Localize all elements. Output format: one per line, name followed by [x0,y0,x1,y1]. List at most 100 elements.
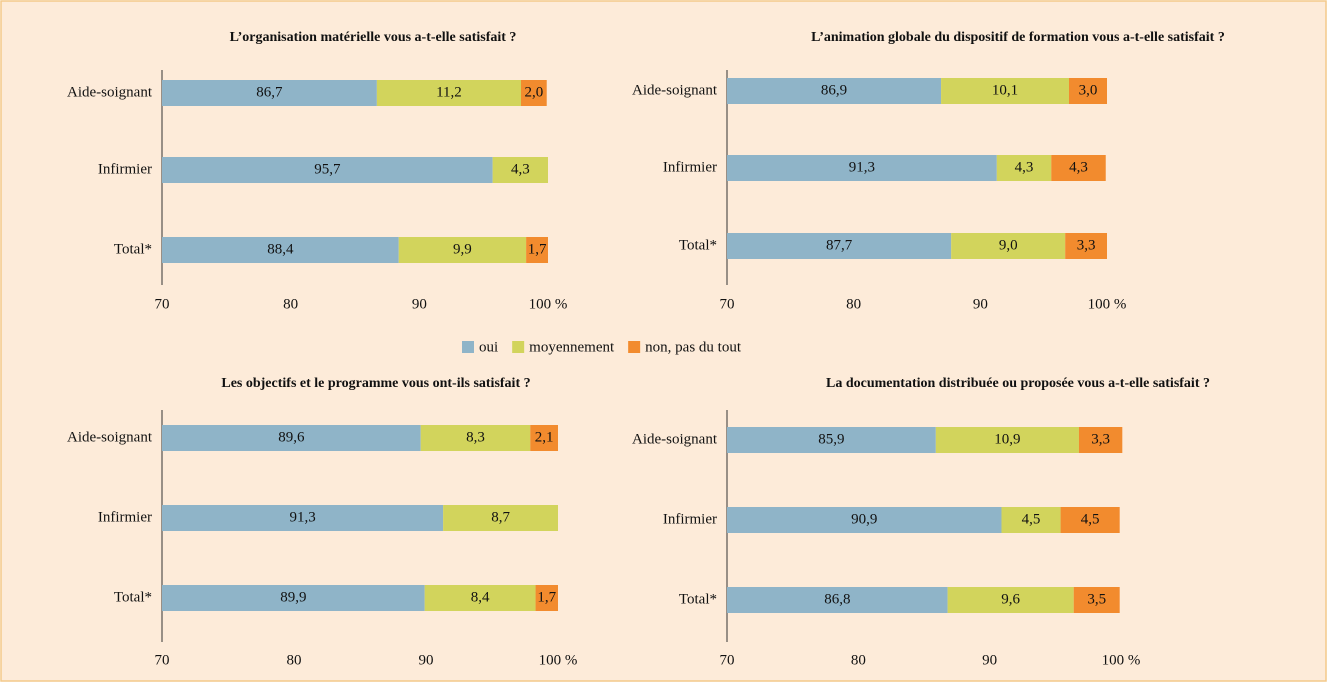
value-label: 87,7 [826,237,853,253]
value-label: 91,3 [289,509,315,525]
value-label: 86,8 [824,591,850,607]
bar-segment [535,585,558,611]
chart-title: L’animation globale du dispositif de for… [811,30,1225,45]
bar-segment [1069,78,1107,104]
value-label: 8,4 [471,589,490,605]
bar-segment [376,80,521,106]
x-tick-label: 90 [973,296,988,312]
y-tick-label: Infirmier [663,159,717,175]
bar-segment [162,80,377,106]
bar-segment [162,157,493,183]
bar-segment [1078,427,1123,453]
value-label: 86,9 [821,82,847,98]
bar-segment [727,233,952,259]
value-label: 90,9 [851,511,877,527]
bar-segment [526,237,548,263]
value-label: 4,5 [1081,511,1100,527]
value-label: 8,3 [466,429,485,445]
bar-segment [1073,587,1120,613]
x-tick-label: 70 [155,652,170,668]
bar-segment [727,507,1002,533]
y-tick-label: Aide-soignant [632,82,718,98]
value-label: 4,5 [1022,511,1041,527]
x-tick-label: 80 [283,296,298,312]
value-label: 3,0 [1079,82,1098,98]
value-label: 88,4 [267,241,294,257]
x-tick-label: 100 % [1102,652,1141,668]
value-label: 3,3 [1091,431,1110,447]
bar-segment [935,427,1079,453]
y-tick-label: Aide-soignant [632,431,718,447]
value-label: 9,0 [999,237,1018,253]
bar-segment [1065,233,1107,259]
bar-segment [492,157,548,183]
x-tick-label: 100 % [1088,296,1127,312]
bar-segment [1060,507,1120,533]
value-label: 3,5 [1087,591,1106,607]
value-label: 95,7 [314,161,341,177]
value-label: 91,3 [849,159,875,175]
bar-segment [443,505,558,531]
x-tick-label: 80 [846,296,861,312]
bar-segment [727,155,997,181]
value-label: 85,9 [818,431,844,447]
x-tick-label: 100 % [539,652,578,668]
value-label: 10,9 [994,431,1020,447]
x-tick-label: 90 [412,296,427,312]
bar-segment [162,505,444,531]
x-tick-label: 80 [851,652,866,668]
bar-segment [1051,155,1106,181]
bar-segment [420,425,531,451]
value-label: 9,9 [453,241,472,257]
bar-segment [162,425,421,451]
legend-swatch [512,341,525,353]
x-tick-label: 70 [720,652,735,668]
chart-title: L’organisation matérielle vous a-t-elle … [230,30,517,45]
x-tick-label: 90 [419,652,434,668]
bar-segment [727,427,936,453]
bar-segment [947,587,1074,613]
value-label: 1,7 [537,589,556,605]
legend-label: oui [479,339,498,355]
value-label: 8,7 [491,509,510,525]
legend-swatch [628,341,641,353]
bar-segment [530,425,558,451]
legend-label: non, pas du tout [645,339,742,355]
value-label: 4,3 [1069,159,1088,175]
value-label: 89,9 [280,589,306,605]
value-label: 10,1 [992,82,1018,98]
x-tick-label: 80 [287,652,302,668]
value-label: 9,6 [1001,591,1020,607]
bar-segment [424,585,536,611]
value-label: 11,2 [436,84,462,100]
value-label: 3,3 [1077,237,1096,253]
bar-segment [520,80,547,106]
chart-title: Les objectifs et le programme vous ont-i… [221,376,530,391]
legend-label: moyennement [529,339,615,355]
y-tick-label: Aide-soignant [67,84,153,100]
bar-segment [727,78,942,104]
value-label: 86,7 [256,84,283,100]
legend-swatch [462,341,474,353]
value-label: 89,6 [278,429,305,445]
bar-segment [996,155,1052,181]
y-tick-label: Total* [679,237,717,253]
value-label: 1,7 [528,241,547,257]
bar-segment [162,237,399,263]
value-label: 2,1 [535,429,554,445]
bar-segment [398,237,527,263]
bar-segment [1001,507,1061,533]
bar-segment [727,587,948,613]
value-label: 4,3 [511,161,530,177]
value-label: 2,0 [524,84,543,100]
x-tick-label: 90 [982,652,997,668]
y-tick-label: Infirmier [98,509,152,525]
y-tick-label: Infirmier [663,511,717,527]
bar-segment [162,585,425,611]
x-tick-label: 70 [155,296,170,312]
bar-segment [941,78,1069,104]
x-tick-label: 70 [720,296,735,312]
bar-segment [951,233,1066,259]
